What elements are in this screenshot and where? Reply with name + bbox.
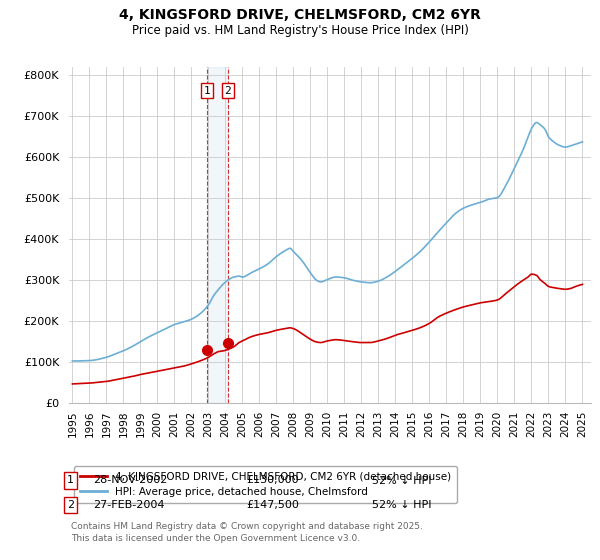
Text: Price paid vs. HM Land Registry's House Price Index (HPI): Price paid vs. HM Land Registry's House …: [131, 24, 469, 36]
Text: 4, KINGSFORD DRIVE, CHELMSFORD, CM2 6YR: 4, KINGSFORD DRIVE, CHELMSFORD, CM2 6YR: [119, 8, 481, 22]
Text: 1: 1: [67, 475, 74, 486]
Text: Contains HM Land Registry data © Crown copyright and database right 2025.
This d: Contains HM Land Registry data © Crown c…: [71, 522, 422, 543]
Text: 27-FEB-2004: 27-FEB-2004: [93, 500, 164, 510]
Text: 52% ↓ HPI: 52% ↓ HPI: [372, 475, 431, 486]
Text: 2: 2: [67, 500, 74, 510]
Text: 2: 2: [224, 86, 232, 96]
Legend: 4, KINGSFORD DRIVE, CHELMSFORD, CM2 6YR (detached house), HPI: Average price, de: 4, KINGSFORD DRIVE, CHELMSFORD, CM2 6YR …: [74, 465, 457, 503]
Bar: [207, 67, 228, 403]
Text: £130,000: £130,000: [246, 475, 299, 486]
Text: 52% ↓ HPI: 52% ↓ HPI: [372, 500, 431, 510]
Text: £147,500: £147,500: [246, 500, 299, 510]
Text: 1: 1: [203, 86, 210, 96]
Text: 28-NOV-2002: 28-NOV-2002: [93, 475, 167, 486]
